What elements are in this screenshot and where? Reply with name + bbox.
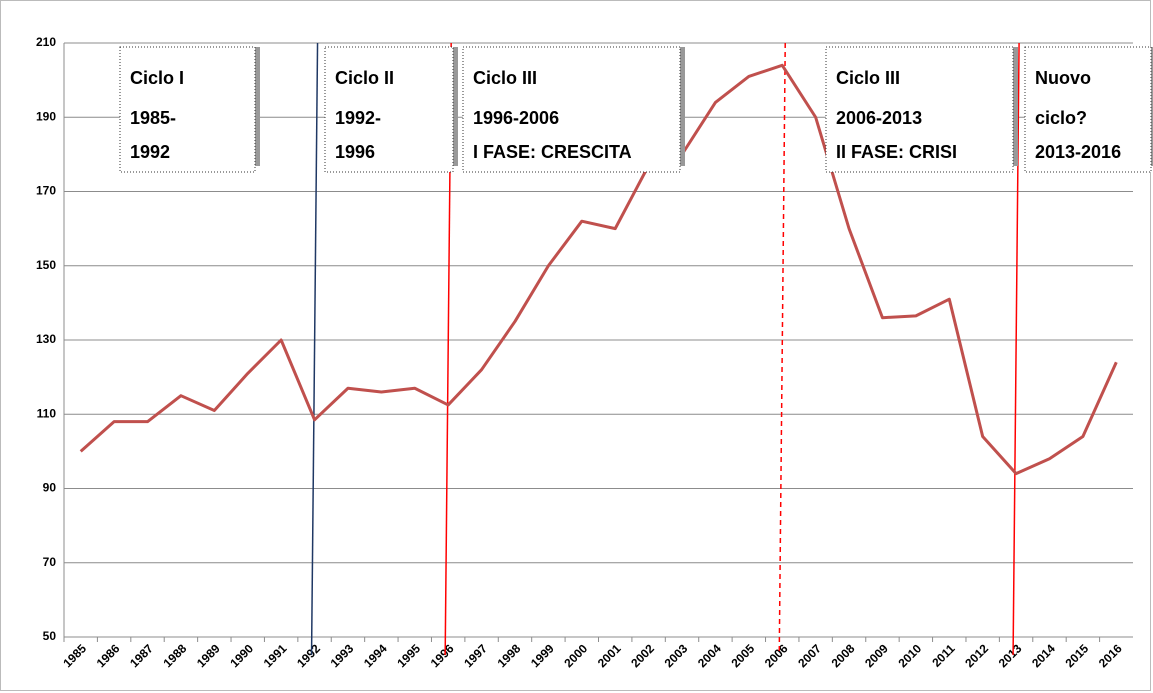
cycle-line [310,42,319,656]
annotation-text: 2006-2013 [836,108,922,128]
annotation-text: 1996-2006 [473,108,559,128]
y-tick-label: 110 [37,406,57,420]
y-tick-label: 150 [36,258,56,272]
annotation-shadow [679,47,685,166]
annotation-text: Ciclo III [473,68,537,88]
y-tick-label: 50 [43,629,57,643]
annotation-text: I FASE: CRESCITA [473,142,632,162]
annotation-text: 1992 [130,142,170,162]
annotation-text: Ciclo I [130,68,184,88]
annotation-box [462,46,681,173]
annotation-text: Ciclo II [335,68,394,88]
cycle-line [1012,42,1020,656]
annotation-text: 2013-2016 [1035,142,1121,162]
annotation-shadow [452,47,458,166]
annotation-text: 1996 [335,142,375,162]
annotation-shadow [1150,47,1153,166]
annotation-text: II FASE: CRISI [836,142,957,162]
y-tick-label: 170 [36,184,56,198]
annotation-shadow [254,47,260,166]
cycle-line [778,42,786,656]
y-tick-label: 190 [36,109,56,123]
annotation-text: Ciclo III [836,68,900,88]
annotation-text: ciclo? [1035,108,1087,128]
annotation-text: Nuovo [1035,68,1091,88]
annotation-box [119,46,256,173]
y-tick-label: 210 [36,35,56,49]
y-tick-label: 70 [43,555,57,569]
annotation-box [825,46,1014,173]
y-tick-label: 130 [36,332,56,346]
annotation-box [1024,46,1152,173]
annotation-text: 1992- [335,108,381,128]
data-line [79,63,1118,476]
annotation-shadow [1012,47,1018,166]
annotation-box [324,46,454,173]
annotation-text: 1985- [130,108,176,128]
y-tick-label: 90 [43,481,57,495]
